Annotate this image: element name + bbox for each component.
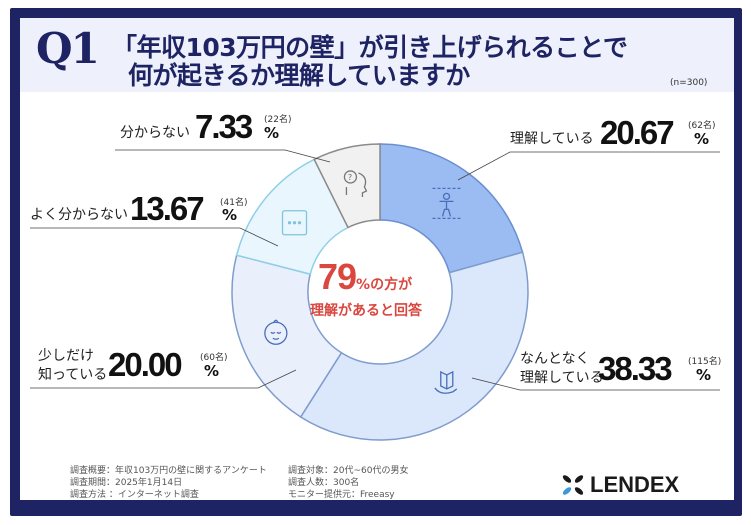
center-value: 79	[318, 256, 357, 297]
label-dont-know: 分からない	[120, 125, 190, 141]
donut-slice-0	[379, 143, 524, 274]
value-dont-know: 7.33	[195, 108, 253, 145]
question-number: Q1	[36, 24, 100, 73]
leader-line-0	[457, 151, 720, 181]
footer-method: 調査方法 ：インターネット調査	[70, 490, 199, 500]
donut-slice-1	[299, 251, 529, 441]
center-headline: 79%の方が	[318, 256, 412, 298]
value-understand: 20.67	[600, 114, 675, 151]
pct-little: %	[204, 362, 220, 380]
center-unit: %の方が	[356, 277, 413, 293]
footer-period: 調査期間：2025年1月14日	[70, 478, 183, 488]
center-subline: 理解があると回答	[310, 303, 422, 319]
logo-text: LENDEX	[590, 472, 680, 497]
pct-not-well: %	[222, 206, 238, 224]
leader-line-1	[471, 377, 720, 391]
count-not-well: (41名)	[220, 198, 248, 208]
footer-provider: モニター提供元：Freeasy	[288, 490, 395, 500]
lendex-logo: LENDEX	[560, 472, 679, 498]
footer-left: 調査概要：年収103万円の壁に関するアンケート 調査期間：2025年1月14日 …	[70, 465, 267, 501]
footer-right: 調査対象：20代~60代の男女 調査人数：300名 モニター提供元：Freeas…	[288, 465, 408, 501]
question-head-icon: ?	[343, 170, 368, 197]
sample-size: (n=300)	[670, 78, 708, 88]
leader-line-4	[115, 149, 331, 163]
value-little: 20.00	[108, 346, 183, 383]
title-line-2: 何が起きるか理解していますか	[128, 61, 470, 90]
label-not-well: よく分からない	[30, 207, 128, 223]
label-somewhat-l1: なんとなく	[520, 351, 590, 367]
lendex-logo-mark-icon	[562, 475, 584, 495]
pct-understand: %	[694, 130, 710, 148]
svg-text:?: ?	[348, 173, 352, 182]
count-little: (60名)	[200, 353, 228, 363]
label-little-l1: 少しだけ	[38, 348, 94, 364]
pct-dont-know: %	[264, 124, 280, 142]
person-icon	[432, 187, 461, 220]
count-somewhat: (115名)	[688, 357, 722, 367]
leader-line-2	[30, 369, 297, 389]
count-understand: (62名)	[688, 121, 716, 131]
ellipsis-box-icon	[281, 210, 308, 236]
leader-line-3	[30, 227, 279, 247]
value-somewhat: 38.33	[598, 350, 673, 387]
footer-target: 調査対象：20代~60代の男女	[288, 466, 409, 476]
footer-count: 調査人数：300名	[288, 478, 360, 488]
baby-face-icon	[264, 319, 288, 345]
title-line-1: 「年収103万円の壁」が引き上げられることで	[112, 33, 628, 62]
book-hand-icon	[434, 370, 458, 394]
label-little-l2: 知っている	[38, 367, 108, 383]
label-somewhat-l2: 理解している	[520, 370, 604, 386]
donut-slice-4	[313, 143, 381, 229]
footer-overview: 調査概要：年収103万円の壁に関するアンケート	[70, 466, 267, 476]
count-dont-know: (22名)	[264, 115, 292, 125]
header-band	[20, 18, 734, 92]
value-not-well: 13.67	[130, 190, 205, 227]
pct-somewhat: %	[696, 366, 712, 384]
label-understand: 理解している	[510, 131, 594, 147]
